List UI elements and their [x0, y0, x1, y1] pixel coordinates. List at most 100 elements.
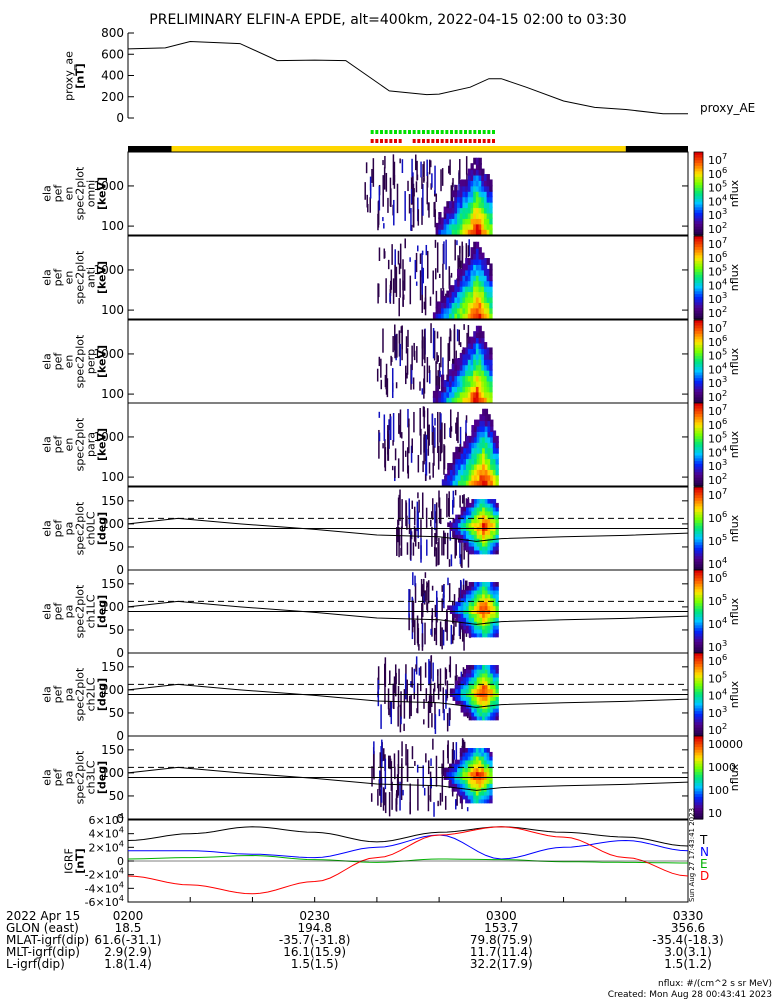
noise-streak	[438, 497, 441, 524]
spectrum-cell	[470, 252, 474, 260]
spectrum-cell	[482, 457, 486, 465]
noise-streak	[423, 719, 425, 725]
spectrum-cell	[471, 707, 475, 713]
noise-streak	[398, 330, 401, 357]
spectrum-cell	[468, 597, 472, 603]
spectrum-cell	[492, 665, 497, 670]
spectrum-cell	[465, 268, 469, 276]
spectrum-cell	[465, 783, 469, 788]
spectrum-cell	[474, 534, 478, 539]
spectrum-cell	[447, 473, 451, 481]
spectrum-cell	[459, 374, 464, 382]
spectrum-cell	[467, 374, 472, 382]
noise-streak	[399, 343, 402, 367]
panel-ylabel-line-4: para	[85, 432, 98, 457]
spectrum-cell	[471, 435, 475, 443]
spectrum-cell	[463, 696, 467, 701]
spectrum-cell	[489, 751, 493, 757]
spectrum-cell	[459, 184, 464, 192]
noise-streak	[456, 793, 458, 806]
spectrum-cell	[479, 457, 483, 465]
noise-streak	[410, 208, 412, 231]
noise-streak	[438, 537, 440, 565]
spectrum-cell	[492, 672, 497, 678]
igrf-ylabel-line-1: [nT]	[74, 848, 87, 873]
spectrum-cell	[468, 707, 472, 713]
spectrum-cell	[468, 680, 472, 686]
spectrum-cell	[465, 522, 470, 528]
spectrum-cell	[449, 201, 453, 209]
spectrum-cell	[438, 222, 442, 230]
noise-streak	[437, 684, 440, 700]
spectrum-cell	[482, 617, 486, 622]
colorbar-cell	[694, 411, 703, 415]
spectrum-cell	[470, 763, 474, 769]
spectrum-cell	[467, 385, 472, 393]
noise-streak	[396, 527, 398, 556]
colorbar-tick-label: 107	[708, 151, 727, 167]
noise-streak	[391, 368, 394, 399]
spectrum-cell	[475, 352, 480, 360]
spectrum-cell	[476, 522, 481, 528]
colorbar-cell	[694, 218, 703, 222]
spectrum-cell	[463, 605, 467, 611]
spectrum-cell	[490, 711, 494, 717]
spectrum-cell	[478, 751, 482, 757]
science-zone-marker-green	[473, 130, 477, 134]
spectrum-cell	[465, 798, 469, 804]
noise-streak	[467, 325, 470, 339]
spectrum-cell	[465, 665, 470, 670]
spectrum-cell	[443, 771, 447, 777]
spectrum-cell	[486, 296, 490, 303]
noise-streak	[444, 618, 447, 632]
colorbar-cell	[694, 763, 703, 768]
spectrum-cell	[463, 613, 467, 618]
spectrum-cell	[471, 632, 475, 638]
spectrum-cell	[443, 306, 447, 314]
colorbar-cell	[694, 774, 703, 779]
spectrum-cell	[484, 425, 489, 432]
spectrum-cell	[483, 352, 488, 360]
noise-streak	[411, 746, 414, 760]
noise-streak	[402, 297, 404, 307]
science-zone-marker-red	[380, 139, 383, 143]
spectrum-cell	[465, 700, 470, 705]
spectrum-cell	[484, 672, 489, 678]
noise-streak	[448, 583, 451, 602]
spectrum-cell	[457, 763, 461, 769]
spectrum-cell	[465, 696, 470, 701]
spectrum-cell	[486, 306, 490, 314]
spectrum-cell	[447, 522, 451, 528]
panel-ylabel-line-5: [keV]	[96, 345, 109, 378]
panel-frame-top	[127, 151, 689, 236]
noise-streak	[437, 445, 440, 470]
science-zone-marker-green	[450, 130, 453, 134]
spectrum-cell	[489, 296, 493, 303]
spectrum-cell	[476, 672, 481, 678]
spectrum-cell	[475, 168, 480, 176]
spectrum-cell	[470, 174, 474, 181]
colorbar-tick-label: 107	[708, 402, 727, 418]
spectrum-cell	[482, 473, 486, 481]
spectrum-cell	[467, 206, 472, 214]
colorbar-cell	[694, 347, 703, 352]
spectrum-cell	[471, 711, 475, 717]
noise-streak	[458, 447, 460, 456]
colorbar-tick-label: 10	[708, 807, 722, 820]
noise-streak	[416, 764, 419, 773]
spectrum-cell	[462, 179, 466, 187]
science-zone-marker-red	[492, 139, 495, 143]
noise-streak	[399, 243, 402, 269]
spectrum-cell	[473, 301, 477, 309]
noise-streak	[446, 680, 449, 699]
spectrum-cell	[449, 767, 453, 773]
spectrum-cell	[481, 342, 485, 349]
noise-streak	[414, 583, 417, 603]
spectrum-cell	[475, 755, 480, 761]
spectrum-cell	[482, 605, 486, 611]
colorbar-cell	[694, 171, 703, 175]
colorbar-cell	[694, 777, 703, 781]
spectrum-cell	[495, 435, 499, 443]
spectrum-cell	[481, 336, 485, 344]
noise-streak	[424, 590, 426, 602]
